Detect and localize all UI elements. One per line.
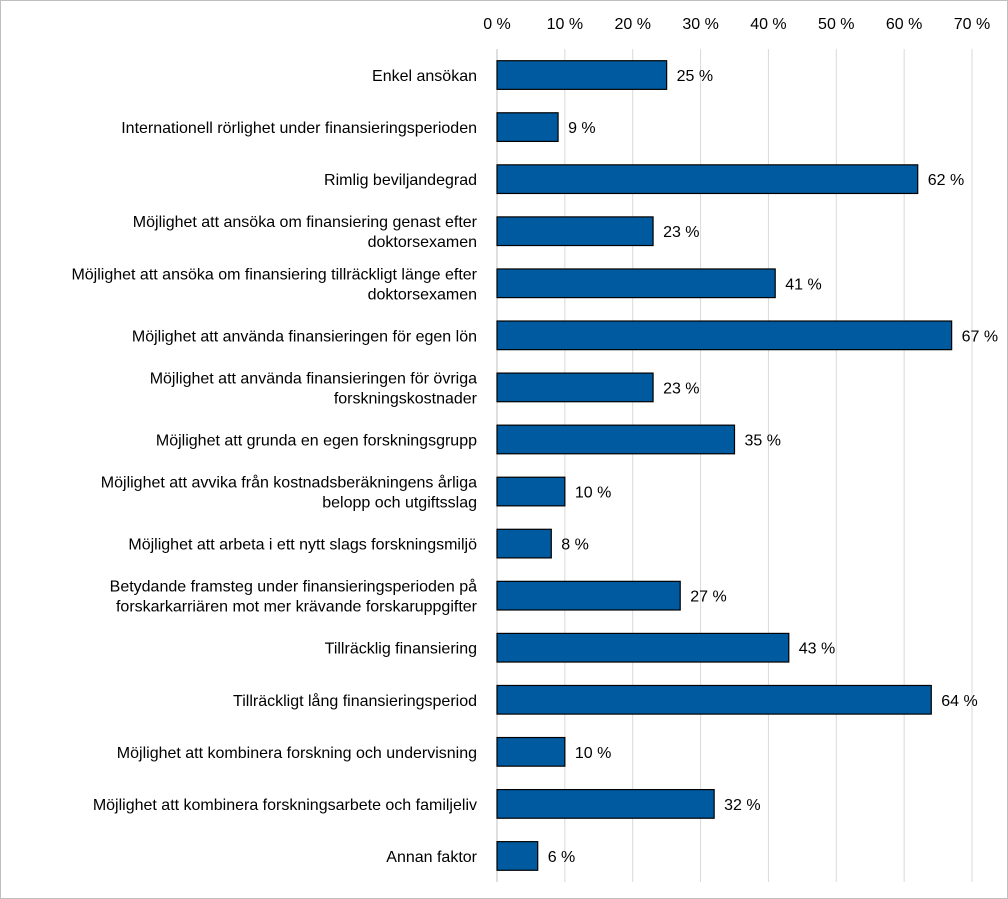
bar: [496, 476, 566, 507]
data-label: 9 %: [568, 120, 596, 137]
bar: [496, 632, 790, 663]
category-label: Annan faktor: [386, 849, 477, 866]
data-label: 67 %: [962, 328, 998, 345]
bars: [496, 60, 953, 871]
category-label: Möjlighet att kombinera forskning och un…: [117, 745, 477, 762]
bar: [496, 736, 566, 767]
bar: [496, 268, 776, 299]
category-label: belopp och utgiftsslag: [322, 495, 477, 512]
x-tick-label: 40 %: [750, 16, 786, 33]
category-label: Rimlig beviljandegrad: [324, 172, 477, 189]
category-labels: Enkel ansökan Internationell rörlighet un…: [71, 68, 477, 866]
bar: [496, 372, 654, 403]
category-label: doktorsexamen: [368, 286, 477, 303]
data-label: 8 %: [561, 537, 589, 554]
bar: [496, 424, 736, 455]
data-label: 32 %: [724, 797, 760, 814]
category-label: Möjlighet att kombinera forskningsarbete…: [93, 797, 477, 814]
bar: [496, 216, 654, 247]
x-axis-tick-labels: 0 % 10 % 20 % 30 % 40 % 50 % 60 % 70 %: [483, 16, 990, 33]
bar: [496, 164, 919, 195]
bar: [496, 788, 715, 819]
data-label: 62 %: [928, 172, 964, 189]
category-label: Möjlighet att använda finansieringen för…: [132, 328, 477, 345]
data-label: 35 %: [745, 432, 781, 449]
data-label: 43 %: [799, 641, 835, 658]
data-label: 41 %: [785, 276, 821, 293]
category-label: Internationell rörlighet under finansier…: [121, 120, 477, 137]
data-label: 23 %: [663, 380, 699, 397]
x-tick-label: 10 %: [547, 16, 583, 33]
bar: [496, 60, 668, 90]
x-tick-label: 60 %: [886, 16, 922, 33]
x-tick-label: 20 %: [614, 16, 650, 33]
bar: [496, 528, 552, 559]
category-label: forskarkarriären mot mer krävande forska…: [116, 599, 478, 616]
category-label: Tillräckligt lång finansieringsperiod: [233, 692, 477, 710]
bar: [496, 320, 953, 351]
category-label: doktorsexamen: [368, 234, 477, 251]
bar: [496, 112, 559, 143]
category-label: Betydande framsteg under finansieringspe…: [110, 578, 477, 596]
category-label: Tillräcklig finansiering: [325, 641, 477, 658]
data-label: 6 %: [548, 849, 576, 866]
data-label: 25 %: [677, 68, 713, 85]
bar: [496, 841, 539, 871]
bar: [496, 580, 681, 611]
data-label: 64 %: [941, 693, 977, 710]
category-label: Möjlighet att ansöka om finansiering gen…: [133, 214, 478, 231]
x-tick-label: 30 %: [682, 16, 718, 33]
x-tick-label: 70 %: [954, 16, 990, 33]
data-label: 10 %: [575, 485, 611, 502]
data-labels: 25 % 9 % 62 % 23 % 41 % 67 % 23 % 35 % 10 % 8 % 27…: [548, 68, 998, 866]
data-label: 10 %: [575, 745, 611, 762]
category-label: Möjlighet att avvika från kostnadsberäkn…: [101, 474, 477, 492]
category-label: Möjlighet att arbeta i ett nytt slags fo…: [128, 537, 477, 554]
category-label: Möjlighet att grunda en egen forskningsg…: [156, 432, 477, 449]
category-label: Möjlighet att använda finansieringen för…: [150, 370, 477, 387]
category-label: forskningskostnader: [334, 390, 478, 407]
x-tick-label: 0 %: [483, 16, 511, 33]
category-label: Enkel ansökan: [372, 68, 477, 85]
data-label: 27 %: [690, 589, 726, 606]
category-label: Möjlighet att ansöka om finansiering til…: [71, 266, 477, 283]
bar: [496, 684, 932, 715]
data-label: 23 %: [663, 224, 699, 241]
x-tick-label: 50 %: [818, 16, 854, 33]
